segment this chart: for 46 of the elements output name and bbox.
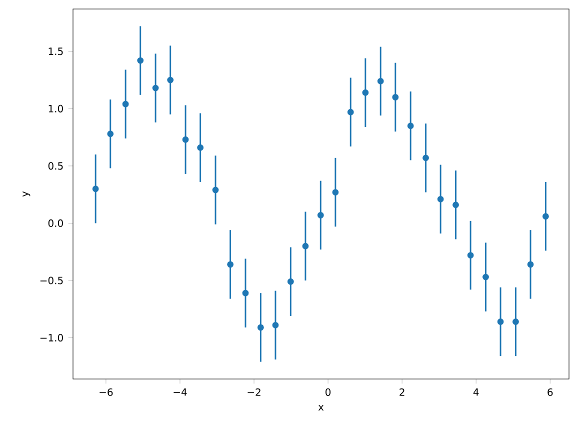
point xyxy=(122,100,129,108)
point xyxy=(107,130,114,138)
point xyxy=(257,324,264,331)
x-tick-label: 6 xyxy=(548,388,553,396)
x-tick-label: −6 xyxy=(100,388,113,396)
point xyxy=(377,78,384,84)
y-axis-title: y xyxy=(22,191,30,197)
point xyxy=(467,252,474,258)
point xyxy=(137,57,144,64)
x-tick-label: −2 xyxy=(248,388,260,396)
point xyxy=(332,189,339,196)
point xyxy=(392,94,399,100)
x-tick-label: 4 xyxy=(473,388,479,396)
point xyxy=(437,196,444,202)
y-tick-label: −0.5 xyxy=(40,276,63,284)
point xyxy=(152,84,159,92)
point xyxy=(227,261,234,268)
point xyxy=(497,318,504,325)
point xyxy=(527,261,534,268)
point xyxy=(302,242,309,250)
x-tick-label: 2 xyxy=(400,388,404,396)
point xyxy=(242,290,249,296)
point xyxy=(212,186,219,194)
point xyxy=(347,108,354,116)
point xyxy=(287,278,294,285)
y-tick-label: 1.0 xyxy=(48,104,63,112)
y-tick-label: −1.0 xyxy=(40,334,63,342)
y-tick-label: 1.5 xyxy=(48,48,63,56)
point xyxy=(197,144,204,151)
point xyxy=(512,318,519,325)
point xyxy=(92,186,99,192)
x-tick-label: −4 xyxy=(174,388,187,396)
point xyxy=(317,212,324,218)
point xyxy=(452,202,459,208)
point xyxy=(542,213,549,220)
point xyxy=(362,89,369,96)
point xyxy=(407,122,414,130)
point xyxy=(482,274,489,280)
point xyxy=(272,322,279,328)
point xyxy=(422,154,429,162)
x-axis-title: x xyxy=(318,405,324,411)
point xyxy=(182,136,189,143)
y-tick-label: 0.0 xyxy=(48,219,63,227)
y-tick-label: 0.5 xyxy=(48,162,63,170)
point xyxy=(167,76,174,84)
x-tick-label: 0 xyxy=(326,388,331,396)
